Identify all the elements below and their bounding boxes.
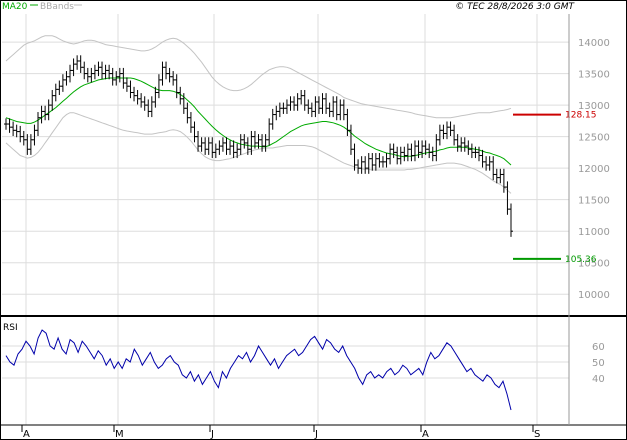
month-label: J bbox=[210, 429, 214, 440]
legend: MA20 BBands bbox=[2, 2, 82, 12]
copyright-label: © TEC 28/8/2026 3:0 GMT bbox=[455, 2, 575, 12]
price-tick-label: 12500 bbox=[578, 133, 610, 144]
month-label: A bbox=[23, 429, 30, 440]
month-label: M bbox=[115, 429, 124, 440]
rsi-panel-label: RSI bbox=[3, 323, 18, 333]
price-bar bbox=[509, 203, 513, 237]
price-grid bbox=[2, 14, 569, 425]
legend-bbands-label: BBands bbox=[40, 2, 74, 12]
rsi-grid bbox=[2, 345, 569, 379]
level-label: 128.15 bbox=[565, 111, 597, 121]
legend-ma20-label: MA20 bbox=[2, 2, 28, 12]
price-tick-label: 14000 bbox=[578, 38, 610, 49]
month-label: S bbox=[534, 429, 540, 440]
price-tick-label: 13000 bbox=[578, 101, 610, 112]
price-tick-label: 10000 bbox=[578, 290, 610, 301]
rsi-axis: 60 50 40 bbox=[592, 342, 605, 385]
price-tick-label: 11000 bbox=[578, 227, 610, 238]
month-label: A bbox=[422, 429, 429, 440]
rsi-tick-label: 40 bbox=[592, 374, 605, 385]
rsi-line bbox=[5, 329, 512, 411]
price-tick-label: 12000 bbox=[578, 164, 610, 175]
month-label: J bbox=[314, 429, 318, 440]
price-tick-label: 10500 bbox=[578, 259, 610, 270]
price-bars bbox=[4, 55, 513, 237]
rsi-tick-label: 50 bbox=[592, 358, 605, 369]
bbands-lower-line bbox=[5, 112, 512, 194]
level-label: 105.36 bbox=[565, 255, 597, 265]
bbands-upper-line bbox=[5, 35, 512, 119]
rsi-tick-label: 60 bbox=[592, 342, 605, 353]
price-levels: 128.15 105.36 bbox=[513, 111, 597, 265]
price-tick-label: 11500 bbox=[578, 196, 610, 207]
price-tick-label: 13500 bbox=[578, 70, 610, 81]
price-axis: 14000 13500 13000 12500 12000 11500 11000 10500… bbox=[578, 38, 610, 301]
